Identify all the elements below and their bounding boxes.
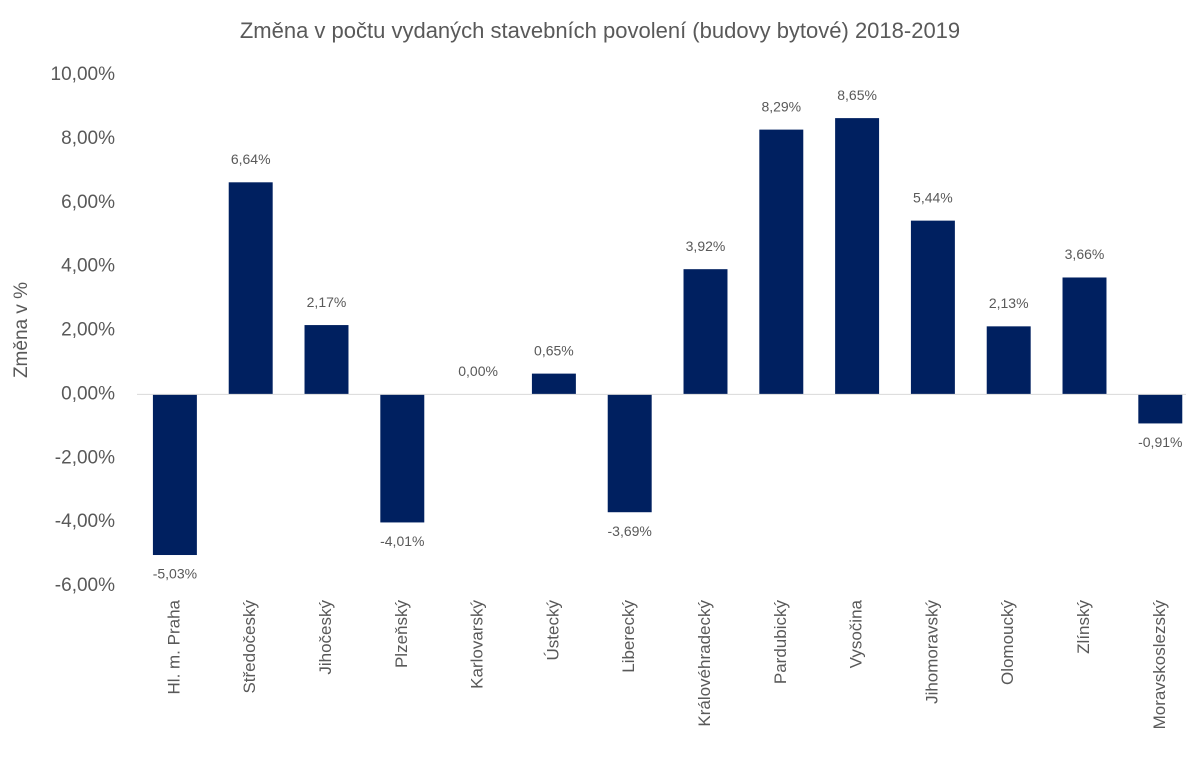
y-tick-label: 2,00%: [61, 320, 115, 341]
value-label: 2,13%: [989, 295, 1029, 311]
value-label: -4,01%: [380, 533, 424, 549]
y-tick-label: 8,00%: [61, 128, 115, 149]
y-tick-label: 10,00%: [51, 64, 116, 85]
x-tick-label: Vysočina: [847, 599, 866, 668]
y-tick-label: 4,00%: [61, 256, 115, 277]
value-label: 0,65%: [534, 342, 574, 358]
x-tick-label: Liberecký: [619, 600, 638, 673]
value-label: 2,17%: [307, 294, 347, 310]
x-tick-label: Karlovarský: [468, 600, 487, 689]
value-label: 3,92%: [686, 238, 726, 254]
value-label: 3,66%: [1065, 246, 1105, 262]
x-tick-label: Plzeňský: [392, 600, 411, 669]
y-tick-label: 0,00%: [61, 383, 115, 404]
bar: [683, 269, 728, 395]
x-tick-label: Jihočeský: [316, 600, 335, 675]
bar: [531, 373, 576, 395]
value-label: 6,64%: [231, 151, 271, 167]
bar: [986, 326, 1031, 395]
y-tick-label: -6,00%: [55, 575, 115, 596]
x-tick-label: Hl. m. Praha: [164, 599, 183, 694]
bar: [759, 129, 804, 395]
x-tick-label: Pardubický: [771, 600, 790, 685]
value-label: 5,44%: [913, 189, 953, 205]
value-label: -0,91%: [1138, 434, 1182, 450]
value-label: 0,00%: [458, 363, 498, 379]
bar: [1062, 277, 1107, 395]
y-axis-title: Změna v %: [11, 282, 32, 378]
x-tick-label: Zlínský: [1074, 600, 1093, 654]
x-tick-label: Jihomoravský: [922, 600, 941, 704]
bar: [1138, 394, 1183, 424]
y-tick-label: -2,00%: [55, 447, 115, 468]
bar: [228, 182, 273, 395]
value-label: -3,69%: [608, 523, 652, 539]
bar: [910, 220, 955, 395]
value-label: -5,03%: [153, 566, 197, 582]
y-tick-label: -4,00%: [55, 511, 115, 532]
bar: [607, 394, 652, 513]
x-tick-label: Moravskoslezský: [1150, 600, 1169, 730]
chart-title: Změna v počtu vydaných stavebních povole…: [240, 18, 960, 43]
value-label: 8,29%: [761, 98, 801, 114]
bar: [152, 394, 197, 556]
bar: [304, 325, 349, 395]
bar: [835, 118, 880, 395]
x-tick-label: Ústecký: [543, 600, 562, 661]
y-tick-label: 6,00%: [61, 192, 115, 213]
x-tick-label: Středočeský: [240, 600, 259, 694]
bar: [380, 394, 425, 523]
x-tick-label: Královéhradecký: [695, 600, 714, 727]
x-tick-label: Olomoucký: [998, 600, 1017, 686]
value-label: 8,65%: [837, 87, 877, 103]
